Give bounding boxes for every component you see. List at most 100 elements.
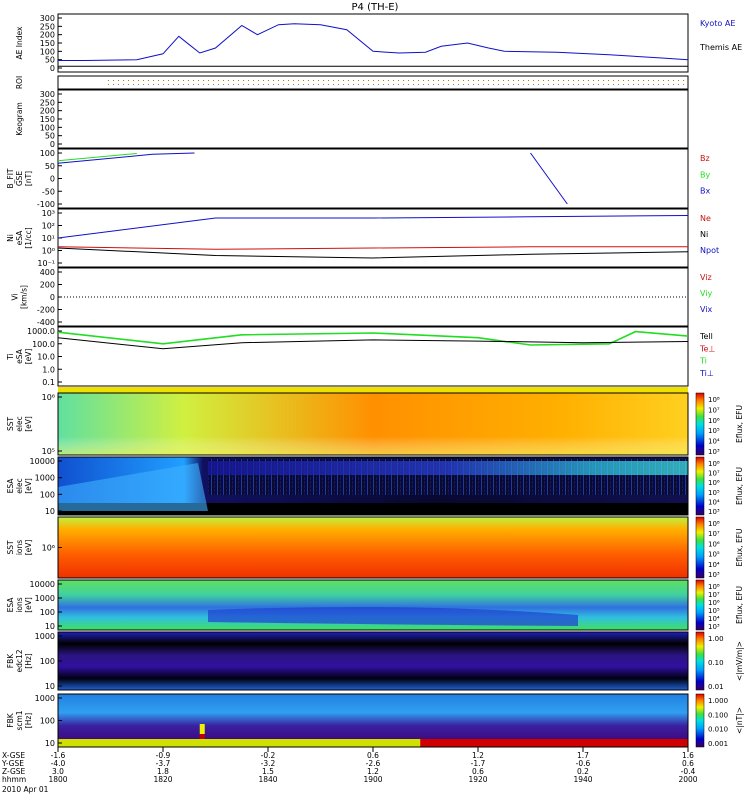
- roi-dot: [318, 84, 319, 85]
- roi-dot: [348, 80, 349, 81]
- roi-dot: [333, 80, 334, 81]
- roi-dot: [358, 84, 359, 85]
- roi-dot: [493, 80, 494, 81]
- roi-dot: [158, 80, 159, 81]
- axis-row-value: 1.5: [262, 767, 274, 776]
- ylabel-sst_i: SST ions [eV]: [6, 540, 33, 556]
- roi-dot: [633, 84, 634, 85]
- roi-dot: [668, 84, 669, 85]
- ytick-label: 1000: [35, 694, 55, 703]
- roi-dot: [173, 84, 174, 85]
- roi-dot: [133, 80, 134, 81]
- roi-dot: [558, 80, 559, 81]
- roi-dot: [628, 80, 629, 81]
- series-bz: [530, 152, 568, 205]
- roi-dot: [518, 80, 519, 81]
- roi-dot: [658, 84, 659, 85]
- roi-dot: [533, 80, 534, 81]
- colorbar-label: Eflux, EFU: [735, 529, 744, 567]
- roi-dot: [153, 80, 154, 81]
- roi-dot: [673, 80, 674, 81]
- colorbar: [695, 693, 705, 748]
- roi-dot: [258, 84, 259, 85]
- ylabel-line: edc12: [15, 649, 24, 672]
- ytick-label: 10: [45, 682, 55, 691]
- colorbar-tick: 10⁵: [708, 427, 720, 435]
- spectrogram-fbk_b: [58, 694, 688, 747]
- colorbar-tick: 0.010: [708, 726, 728, 734]
- roi-dot: [583, 84, 584, 85]
- roi-dot: [373, 80, 374, 81]
- colorbar: [695, 456, 705, 516]
- roi-dot: [313, 80, 314, 81]
- esa-low-band: [58, 503, 688, 515]
- roi-dot: [288, 80, 289, 81]
- colorbar-label: Eflux, EFU: [735, 467, 744, 505]
- ytick-label: 250: [40, 22, 55, 31]
- colorbar-tick: 0.01: [708, 683, 724, 691]
- ylabel-line: elec: [15, 416, 24, 431]
- ytick-label: 10: [45, 507, 55, 516]
- panel-frame: [57, 579, 689, 631]
- roi-dot: [478, 80, 479, 81]
- roi-dot: [633, 80, 634, 81]
- chart-2: [57, 215, 689, 259]
- roi-dot: [288, 84, 289, 85]
- roi-dot: [278, 80, 279, 81]
- roi-dot: [208, 80, 209, 81]
- roi-dot: [283, 84, 284, 85]
- panel-fbk_b: FBK scm1 [Hz]1000100101.0000.1000.0100.001…: [6, 693, 744, 748]
- ytick-label: 1000: [35, 594, 55, 603]
- series-tell: [57, 337, 689, 350]
- roi-dot: [448, 84, 449, 85]
- roi-dot: [113, 80, 114, 81]
- ytick-label: 10⁰: [42, 247, 55, 256]
- ylabel-line: scm1: [15, 710, 24, 730]
- axis-row-value: 0.2: [577, 767, 589, 776]
- colorbar-tick: 10⁸: [708, 520, 720, 528]
- roi-dot: [383, 80, 384, 81]
- ytick-label: -100: [37, 200, 55, 209]
- roi-dot: [193, 84, 194, 85]
- ytick-label: 200: [40, 31, 55, 40]
- roi-dot: [528, 80, 529, 81]
- ylabel-ti: Ti eSA [eV]: [6, 348, 33, 364]
- chart-0: [58, 23, 689, 67]
- colorbar-tick: 10⁸: [708, 396, 720, 404]
- colorbar-tick: 10⁵: [708, 551, 720, 559]
- roi-dot: [503, 80, 504, 81]
- ytick-label: -400: [37, 318, 55, 327]
- roi-dot: [438, 80, 439, 81]
- roi-dot: [603, 80, 604, 81]
- axis-row-value: -3.2: [261, 759, 276, 768]
- colorbar-tick: 10⁸: [708, 583, 720, 591]
- roi-dot: [293, 84, 294, 85]
- roi-dot: [263, 80, 264, 81]
- roi-dot: [668, 80, 669, 81]
- roi-dot: [208, 84, 209, 85]
- colorbar-label-text: Eflux, EFU: [735, 405, 744, 443]
- roi-dot: [303, 80, 304, 81]
- colorbar: [695, 631, 705, 691]
- ytick-label: 200: [40, 107, 55, 116]
- roi-dot: [253, 80, 254, 81]
- ytick-label: 10⁶: [42, 544, 55, 553]
- roi-dot: [648, 84, 649, 85]
- roi-dot: [308, 84, 309, 85]
- roi-dot: [108, 84, 109, 85]
- roi-dot: [603, 84, 604, 85]
- date-label: 2010 Apr 01: [2, 785, 49, 794]
- ylabel-line: ESA: [6, 597, 15, 613]
- roi-dots: [108, 80, 684, 85]
- axis-row-value: -0.4: [681, 767, 696, 776]
- fbk-spike-high: [199, 724, 205, 734]
- roi-dot: [408, 80, 409, 81]
- roi-dot: [598, 80, 599, 81]
- roi-dot: [493, 84, 494, 85]
- panel-sst_e: SST elec [eV] 10⁶ 10⁵ 10⁸ 10⁷ 10⁶ 10⁵ 10⁴ 10³ Eflux…: [6, 392, 744, 456]
- roi-dot: [623, 84, 624, 85]
- roi-dot: [358, 80, 359, 81]
- roi-dot: [468, 84, 469, 85]
- ylabel-line: FBK: [6, 712, 15, 727]
